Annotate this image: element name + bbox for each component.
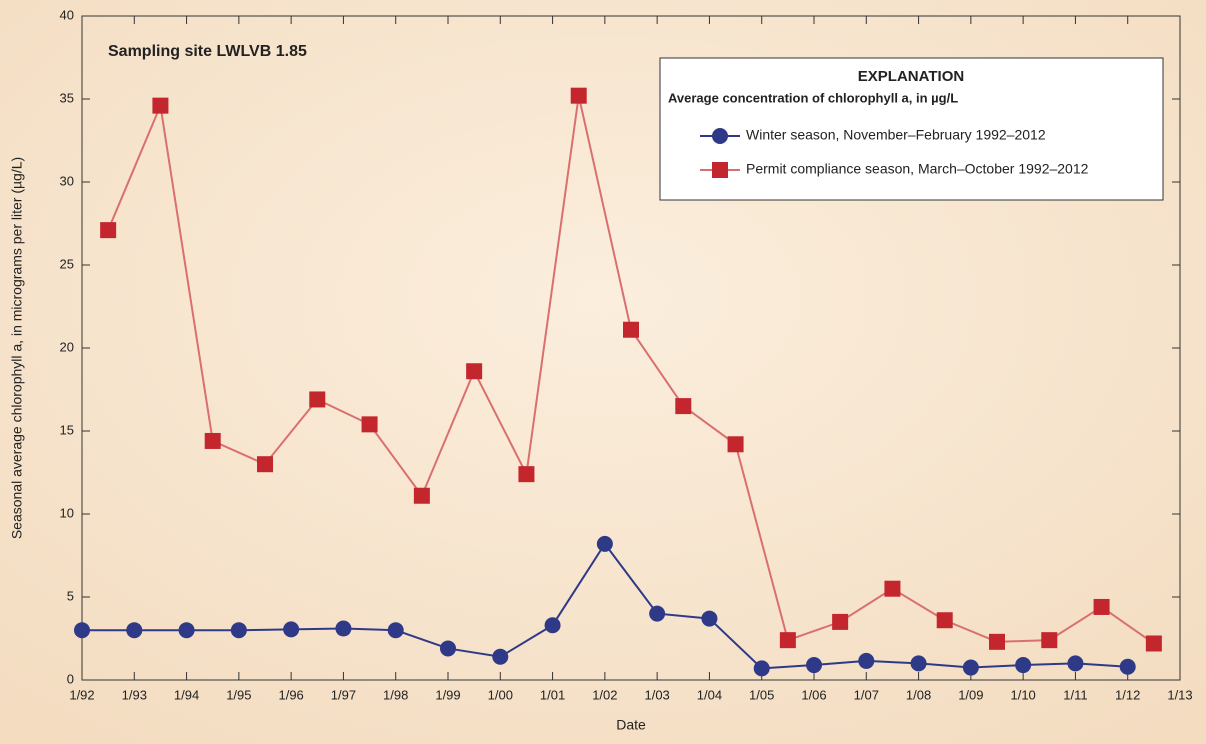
data-point [570,87,587,104]
x-tick-label: 1/02 [592,687,617,702]
legend-marker [712,128,728,144]
x-tick-label: 1/92 [69,687,94,702]
data-point [858,652,875,669]
data-point [1015,657,1032,674]
data-point [649,605,666,622]
x-tick-label: 1/13 [1167,687,1192,702]
data-point [544,617,561,634]
x-tick-label: 1/09 [958,687,983,702]
data-point [518,466,535,483]
data-point [753,660,770,677]
x-tick-label: 1/07 [854,687,879,702]
legend-box [659,57,1164,201]
data-point [832,613,849,630]
data-point [74,622,90,639]
x-tick-label: 1/10 [1010,687,1035,702]
chart-title: Sampling site LWLVB 1.85 [108,43,307,60]
data-point [361,416,378,433]
data-point [701,610,718,627]
data-point [309,391,326,408]
x-tick-label: 1/05 [749,687,774,702]
data-point [204,432,221,449]
data-point [1041,632,1058,649]
data-point [884,580,901,597]
y-tick-label: 15 [60,422,74,437]
data-point [257,456,273,473]
data-point [1145,635,1162,652]
x-tick-label: 1/97 [331,687,356,702]
x-tick-label: 1/95 [226,687,251,702]
y-tick-label: 35 [60,90,74,105]
data-point [1067,655,1084,672]
y-tick-label: 25 [60,256,74,271]
x-tick-label: 1/98 [383,687,408,702]
data-point [989,633,1005,650]
data-point [1119,658,1136,675]
x-tick-label: 1/93 [122,687,147,702]
data-point [387,622,404,639]
data-point [492,648,509,665]
data-point [126,622,143,639]
x-tick-label: 1/94 [174,687,199,702]
x-tick-label: 1/01 [540,687,565,702]
data-point [596,535,613,552]
data-point [152,97,169,114]
legend-marker [712,162,728,178]
x-tick-label: 1/99 [435,687,460,702]
data-point [675,398,692,415]
legend-label: Permit compliance season, March–October … [746,161,1089,177]
data-point [962,659,979,676]
data-point [100,222,117,239]
x-tick-label: 1/08 [906,687,931,702]
y-tick-label: 0 [67,671,74,686]
legend-title: EXPLANATION [858,68,964,85]
x-tick-label: 1/00 [488,687,513,702]
data-point [936,612,953,629]
data-point [283,621,300,638]
data-point [806,657,822,674]
x-tick-label: 1/96 [278,687,303,702]
x-tick-label: 1/11 [1063,687,1087,702]
x-tick-label: 1/12 [1115,687,1140,702]
y-tick-label: 30 [60,173,74,188]
data-point [230,622,247,639]
y-tick-label: 40 [60,7,74,22]
legend-subtitle: Average concentration of chlorophyll a, … [668,90,958,105]
x-tick-label: 1/06 [801,687,826,702]
y-axis-label: Seasonal average chlorophyll a, in micro… [9,157,25,539]
data-point [1093,598,1110,615]
x-tick-label: 1/04 [697,687,722,702]
data-point [466,363,483,380]
x-tick-label: 1/03 [644,687,669,702]
data-point [440,640,456,657]
legend-label: Winter season, November–February 1992–20… [746,127,1046,143]
data-point [727,436,744,453]
data-point [413,487,430,504]
x-axis-label: Date [616,717,646,733]
y-tick-label: 20 [60,339,74,354]
data-point [178,622,195,639]
data-point [779,632,796,649]
data-point [623,321,639,338]
data-point [335,620,352,637]
y-tick-label: 5 [67,588,74,603]
y-tick-label: 10 [60,505,74,520]
data-point [910,655,927,672]
